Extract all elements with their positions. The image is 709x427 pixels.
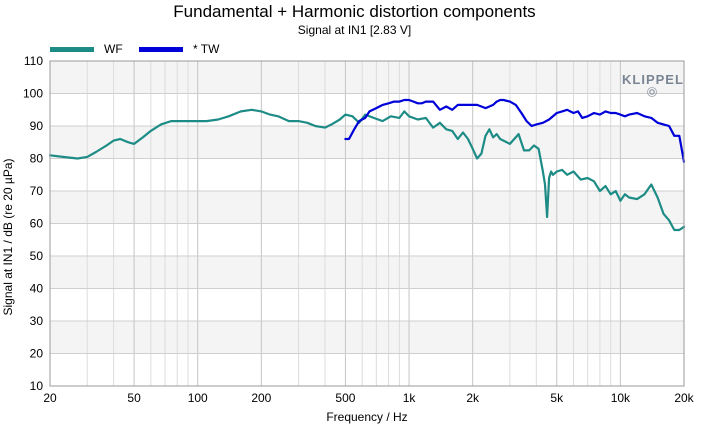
x-tick-label: 100 (188, 391, 208, 405)
legend-item-wf: WF (50, 42, 123, 56)
grid-band (50, 191, 684, 224)
grid-band (50, 61, 684, 94)
plot-bands (50, 61, 684, 354)
y-tick-label: 50 (30, 249, 44, 263)
chart-subtitle: Signal at IN1 [2.83 V] (297, 23, 412, 37)
series-line-wf (48, 108, 686, 232)
legend-label-wf: WF (104, 42, 123, 56)
klippel-logo-mark (647, 87, 657, 97)
x-tick-label: 500 (335, 391, 355, 405)
y-axis-label: Signal at IN1 / dB (re 20 µPa) (1, 158, 15, 316)
grid-band (50, 126, 684, 159)
x-tick-label: 20 (43, 391, 57, 405)
plot-lines (48, 98, 686, 232)
y-tick-label: 100 (23, 87, 43, 101)
x-tick-label: 200 (251, 391, 271, 405)
plot-grid (49, 60, 685, 387)
grid-band (50, 321, 684, 354)
legend-swatch-tw (139, 46, 183, 52)
y-tick-label: 40 (30, 282, 44, 296)
x-tick-label: 1k (403, 391, 417, 405)
y-tick-label: 20 (30, 347, 44, 361)
x-tick-label: 2k (466, 391, 480, 405)
x-axis-label: Frequency / Hz (326, 410, 408, 424)
y-tick-label: 60 (30, 217, 44, 231)
y-tick-label: 10 (30, 379, 44, 393)
series-line-tw (344, 98, 686, 163)
klippel-logo: KLIPPEL (622, 72, 683, 98)
plot-frame (49, 60, 685, 387)
chart-title: Fundamental + Harmonic distortion compon… (173, 2, 536, 21)
x-tick-label: 5k (550, 391, 564, 405)
x-tick-label: 20k (674, 391, 694, 405)
legend-item-tw: * TW (139, 42, 219, 56)
legend-swatch-wf (50, 46, 94, 52)
y-tick-label: 70 (30, 184, 44, 198)
grid-band (50, 256, 684, 289)
y-tick-label: 80 (30, 152, 44, 166)
x-tick-label: 50 (127, 391, 141, 405)
y-tick-label: 30 (30, 314, 44, 328)
y-tick-label: 110 (24, 54, 43, 68)
y-tick-label: 90 (30, 119, 44, 133)
x-tick-label: 10k (611, 391, 631, 405)
axis-ticks: 20 50 100 200 500 1k 2k 5k 10k 20k102030405060708… (23, 54, 695, 405)
legend-label-tw: * TW (193, 42, 220, 56)
klippel-logo-text: KLIPPEL (622, 72, 684, 87)
